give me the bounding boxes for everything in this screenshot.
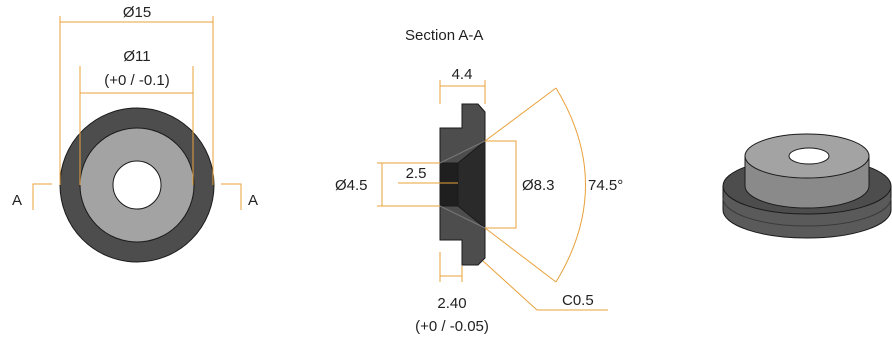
cone-angle-label: 74.5° <box>588 177 623 194</box>
flange-groove-arc <box>722 197 892 227</box>
hole-diameter-label: Ø4.5 <box>335 177 368 194</box>
section-marker-right: A <box>248 192 258 209</box>
inner-diameter-label: Ø11 <box>123 48 150 65</box>
chamfer-leader <box>482 260 608 311</box>
section-marker-right-line <box>221 183 242 210</box>
angle-leg-top <box>484 87 557 142</box>
section-shade-bottom <box>439 205 486 229</box>
chamfer-label: C0.5 <box>562 292 594 309</box>
section-shade-top <box>439 140 486 164</box>
section-marker-left-line <box>32 183 52 210</box>
flange-thickness-label: 2.40 <box>437 295 466 312</box>
boss-hole <box>788 147 830 165</box>
center-hole <box>112 160 162 210</box>
isometric-view <box>722 133 892 239</box>
front-view: Ø15 Ø11 (+0 / -0.1) A A <box>12 4 258 263</box>
inner-diameter-tolerance: (+0 / -0.1) <box>104 72 169 89</box>
angle-arc <box>555 87 586 283</box>
angle-leg-bottom <box>484 227 557 283</box>
width-label: 4.4 <box>452 66 473 83</box>
section-title: Section A-A <box>405 27 483 44</box>
section-view: Section A-A 4.4 Ø4.5 2.5 Ø8.3 74.5° 2.4 <box>335 27 623 335</box>
cone-diameter-line <box>485 140 517 229</box>
flange-tolerance-label: (+0 / -0.05) <box>415 318 489 335</box>
section-bore <box>439 162 459 207</box>
section-marker-left: A <box>12 192 22 209</box>
hole-depth-label: 2.5 <box>406 165 427 182</box>
outer-diameter-label: Ø15 <box>123 4 151 21</box>
cone-diameter-label: Ø8.3 <box>522 177 555 194</box>
